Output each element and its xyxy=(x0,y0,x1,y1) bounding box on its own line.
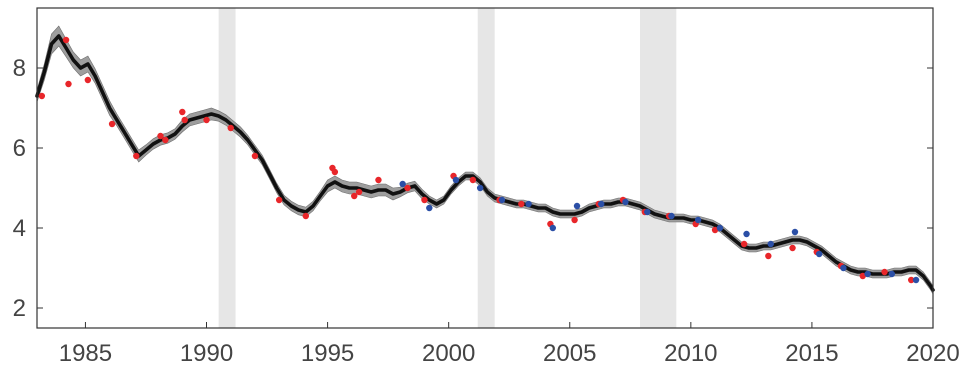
data-point xyxy=(421,196,428,204)
data-point xyxy=(331,168,339,176)
data-point xyxy=(375,176,382,184)
data-point xyxy=(452,176,460,184)
recession-band xyxy=(218,8,236,328)
data-point xyxy=(525,200,532,208)
data-point xyxy=(227,124,234,132)
data-point xyxy=(157,132,164,140)
data-point xyxy=(694,216,702,224)
data-point xyxy=(181,116,188,124)
axes: 1985 1990 1995 2000 2005 2010 2015 2020 2 4 6 8 xyxy=(13,55,960,367)
data-point xyxy=(908,276,915,284)
recession-band xyxy=(639,8,677,328)
data-point xyxy=(133,152,140,160)
data-point xyxy=(859,272,866,280)
data-point xyxy=(598,200,605,208)
data-point xyxy=(404,184,411,192)
data-point xyxy=(351,192,358,200)
data-point xyxy=(65,80,72,88)
data-point xyxy=(108,120,116,128)
data-point xyxy=(815,250,823,258)
x-tick-label: 2015 xyxy=(785,340,838,367)
data-point xyxy=(789,244,796,252)
data-point xyxy=(275,196,283,204)
data-point xyxy=(62,36,70,44)
x-tick-label: 2020 xyxy=(906,340,959,367)
data-point xyxy=(203,116,210,124)
data-point xyxy=(399,180,406,188)
data-point xyxy=(302,212,309,220)
x-tick-label: 2000 xyxy=(422,340,475,367)
data-point xyxy=(518,200,525,208)
x-tick-label: 2005 xyxy=(543,340,596,367)
data-point xyxy=(84,76,92,84)
data-point xyxy=(740,240,748,248)
data-point xyxy=(476,184,484,192)
y-tick-label: 4 xyxy=(13,215,26,242)
data-point xyxy=(622,198,629,206)
data-point xyxy=(716,224,724,232)
data-point xyxy=(162,136,169,144)
data-point xyxy=(765,252,772,260)
data-point xyxy=(711,226,719,234)
data-point xyxy=(881,268,888,276)
data-point xyxy=(355,188,363,196)
y-tick-label: 2 xyxy=(13,295,26,322)
data-point xyxy=(498,196,506,204)
data-point xyxy=(791,228,799,236)
scatter-points-layer xyxy=(38,36,920,284)
data-point xyxy=(668,212,675,220)
data-point xyxy=(426,204,433,212)
data-point xyxy=(743,230,750,238)
plot-frame xyxy=(36,7,934,329)
recession-bands xyxy=(218,8,677,328)
data-point xyxy=(644,208,651,216)
x-tick-label: 1985 xyxy=(59,340,112,367)
x-tick-label: 2010 xyxy=(664,340,717,367)
data-point xyxy=(864,270,871,278)
data-point xyxy=(888,270,896,278)
data-point xyxy=(573,202,581,210)
x-tick-label: 1990 xyxy=(180,340,233,367)
data-point xyxy=(840,264,847,272)
data-point xyxy=(767,240,774,248)
x-tick-label: 1995 xyxy=(301,340,354,367)
data-point xyxy=(251,152,259,160)
data-point xyxy=(549,224,557,232)
y-tick-label: 6 xyxy=(13,135,26,162)
data-point xyxy=(38,92,46,100)
data-point xyxy=(912,276,920,284)
data-point xyxy=(571,216,578,224)
y-tick-label: 8 xyxy=(13,55,26,82)
data-point xyxy=(469,176,477,184)
data-point xyxy=(179,108,186,116)
recession-band xyxy=(477,8,495,328)
